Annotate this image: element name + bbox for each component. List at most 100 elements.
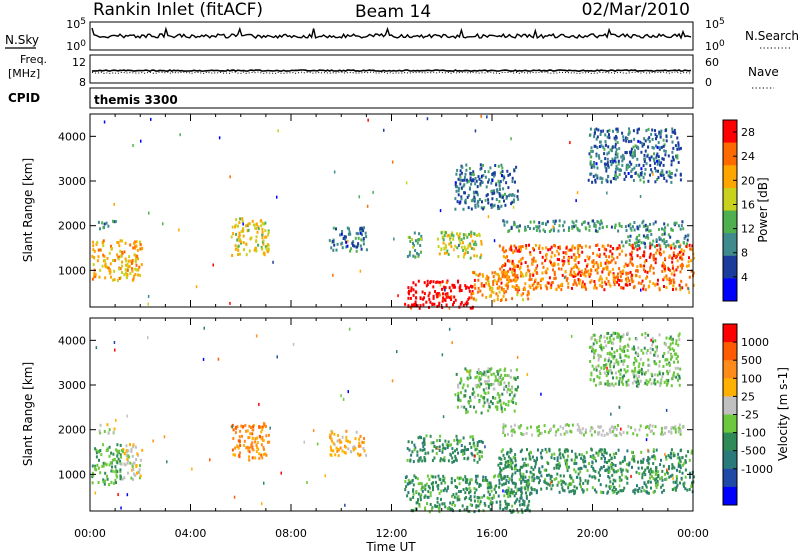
y-tick-label: 3000 — [58, 379, 86, 392]
scatter-cell — [431, 449, 434, 453]
scatter-cell — [444, 487, 447, 491]
scatter-cell — [619, 347, 622, 351]
scatter-cell — [483, 479, 486, 482]
scatter-cell — [104, 259, 106, 263]
scatter-cell — [139, 273, 142, 277]
scatter-cell — [625, 280, 628, 284]
scatter-cell — [339, 440, 342, 444]
scatter-cell — [681, 456, 684, 460]
scatter-cell — [425, 482, 428, 486]
scatter-cell — [640, 282, 643, 285]
scatter-cell — [521, 298, 524, 302]
scatter-cell — [613, 283, 616, 287]
scatter-cell — [499, 500, 502, 504]
scatter-cell — [644, 242, 646, 246]
scatter-cell — [608, 128, 611, 132]
scatter-cell — [643, 137, 646, 141]
scatter-cell — [414, 283, 417, 287]
scatter-cell — [495, 490, 497, 494]
scatter-cell — [592, 348, 594, 352]
scatter-cell — [657, 155, 660, 159]
scatter-cell — [638, 486, 641, 490]
scatter-cell — [498, 456, 501, 460]
scatter-cell — [475, 384, 478, 388]
scatter-cell — [565, 246, 568, 250]
scatter-cell — [654, 257, 657, 261]
scatter-cell — [504, 463, 507, 467]
scatter-cell — [467, 193, 470, 197]
scatter-cell — [482, 475, 485, 479]
scatter-cell — [689, 471, 692, 475]
scatter-cell — [276, 195, 278, 199]
scatter-cell — [512, 273, 515, 277]
scatter-cell — [133, 461, 136, 465]
scatter-cell — [651, 170, 654, 174]
scatter-cell — [476, 441, 479, 445]
scatter-cell — [670, 244, 673, 248]
scatter-cell — [594, 178, 597, 182]
scatter-cell — [511, 259, 514, 263]
scatter-cell — [135, 244, 138, 248]
scatter-cell — [336, 439, 339, 443]
scatter-cell — [513, 244, 516, 248]
scatter-cell — [675, 475, 678, 478]
scatter-cell — [605, 248, 608, 252]
scatter-cell — [463, 247, 466, 251]
scatter-cell — [611, 347, 613, 351]
scatter-cell — [346, 244, 349, 248]
scatter-cell — [267, 230, 270, 234]
scatter-cell — [540, 431, 543, 435]
scatter-cell — [129, 461, 132, 465]
scatter-cell — [613, 456, 616, 459]
scatter-cell — [674, 254, 677, 258]
scatter-cell — [502, 174, 505, 178]
scatter-cell — [516, 274, 519, 277]
scatter-cell — [667, 346, 670, 349]
scatter-cell — [439, 434, 442, 438]
scatter-cell — [543, 468, 546, 472]
scatter-cell — [626, 349, 629, 352]
scatter-cell — [464, 233, 467, 237]
scatter-cell — [506, 465, 509, 469]
scatter-cell — [617, 369, 620, 373]
scatter-cell — [469, 176, 472, 180]
scatter-cell — [440, 248, 443, 252]
scatter-cell — [331, 240, 334, 243]
scatter-cell — [527, 268, 530, 272]
scatter-cell — [475, 179, 478, 183]
scatter-cell — [692, 271, 695, 275]
scatter-cell — [671, 347, 674, 351]
scatter-cell — [615, 358, 618, 362]
scatter-cell — [333, 243, 336, 247]
scatter-cell — [604, 469, 607, 473]
scatter-cell — [627, 235, 630, 239]
scatter-cell — [663, 241, 666, 245]
scatter-cell — [97, 481, 100, 484]
scatter-cell — [104, 276, 107, 280]
scatter-cell — [520, 489, 523, 493]
scatter-cell — [470, 179, 473, 183]
scatter-cell — [479, 163, 482, 167]
scatter-cell — [113, 220, 116, 224]
scatter-cell — [493, 278, 496, 282]
scatter-cell — [505, 298, 507, 302]
scatter-cell — [642, 287, 645, 291]
scatter-cell — [102, 253, 105, 257]
scatter-cell — [129, 272, 132, 276]
colorbar-band — [723, 396, 737, 415]
scatter-cell — [110, 480, 113, 484]
scatter-cell — [590, 426, 593, 430]
scatter-cell — [598, 356, 601, 360]
scatter-cell — [490, 203, 493, 207]
scatter-cell — [247, 222, 250, 226]
scatter-cell — [610, 371, 613, 375]
scatter-cell — [679, 173, 682, 177]
scatter-cell — [340, 242, 343, 246]
scatter-cell — [429, 491, 432, 495]
scatter-cell — [625, 167, 628, 171]
scatter-cell — [575, 199, 577, 203]
scatter-cell — [545, 271, 548, 275]
scatter-cell — [644, 483, 647, 487]
scatter-cell — [613, 350, 616, 354]
scatter-cell — [128, 255, 131, 259]
